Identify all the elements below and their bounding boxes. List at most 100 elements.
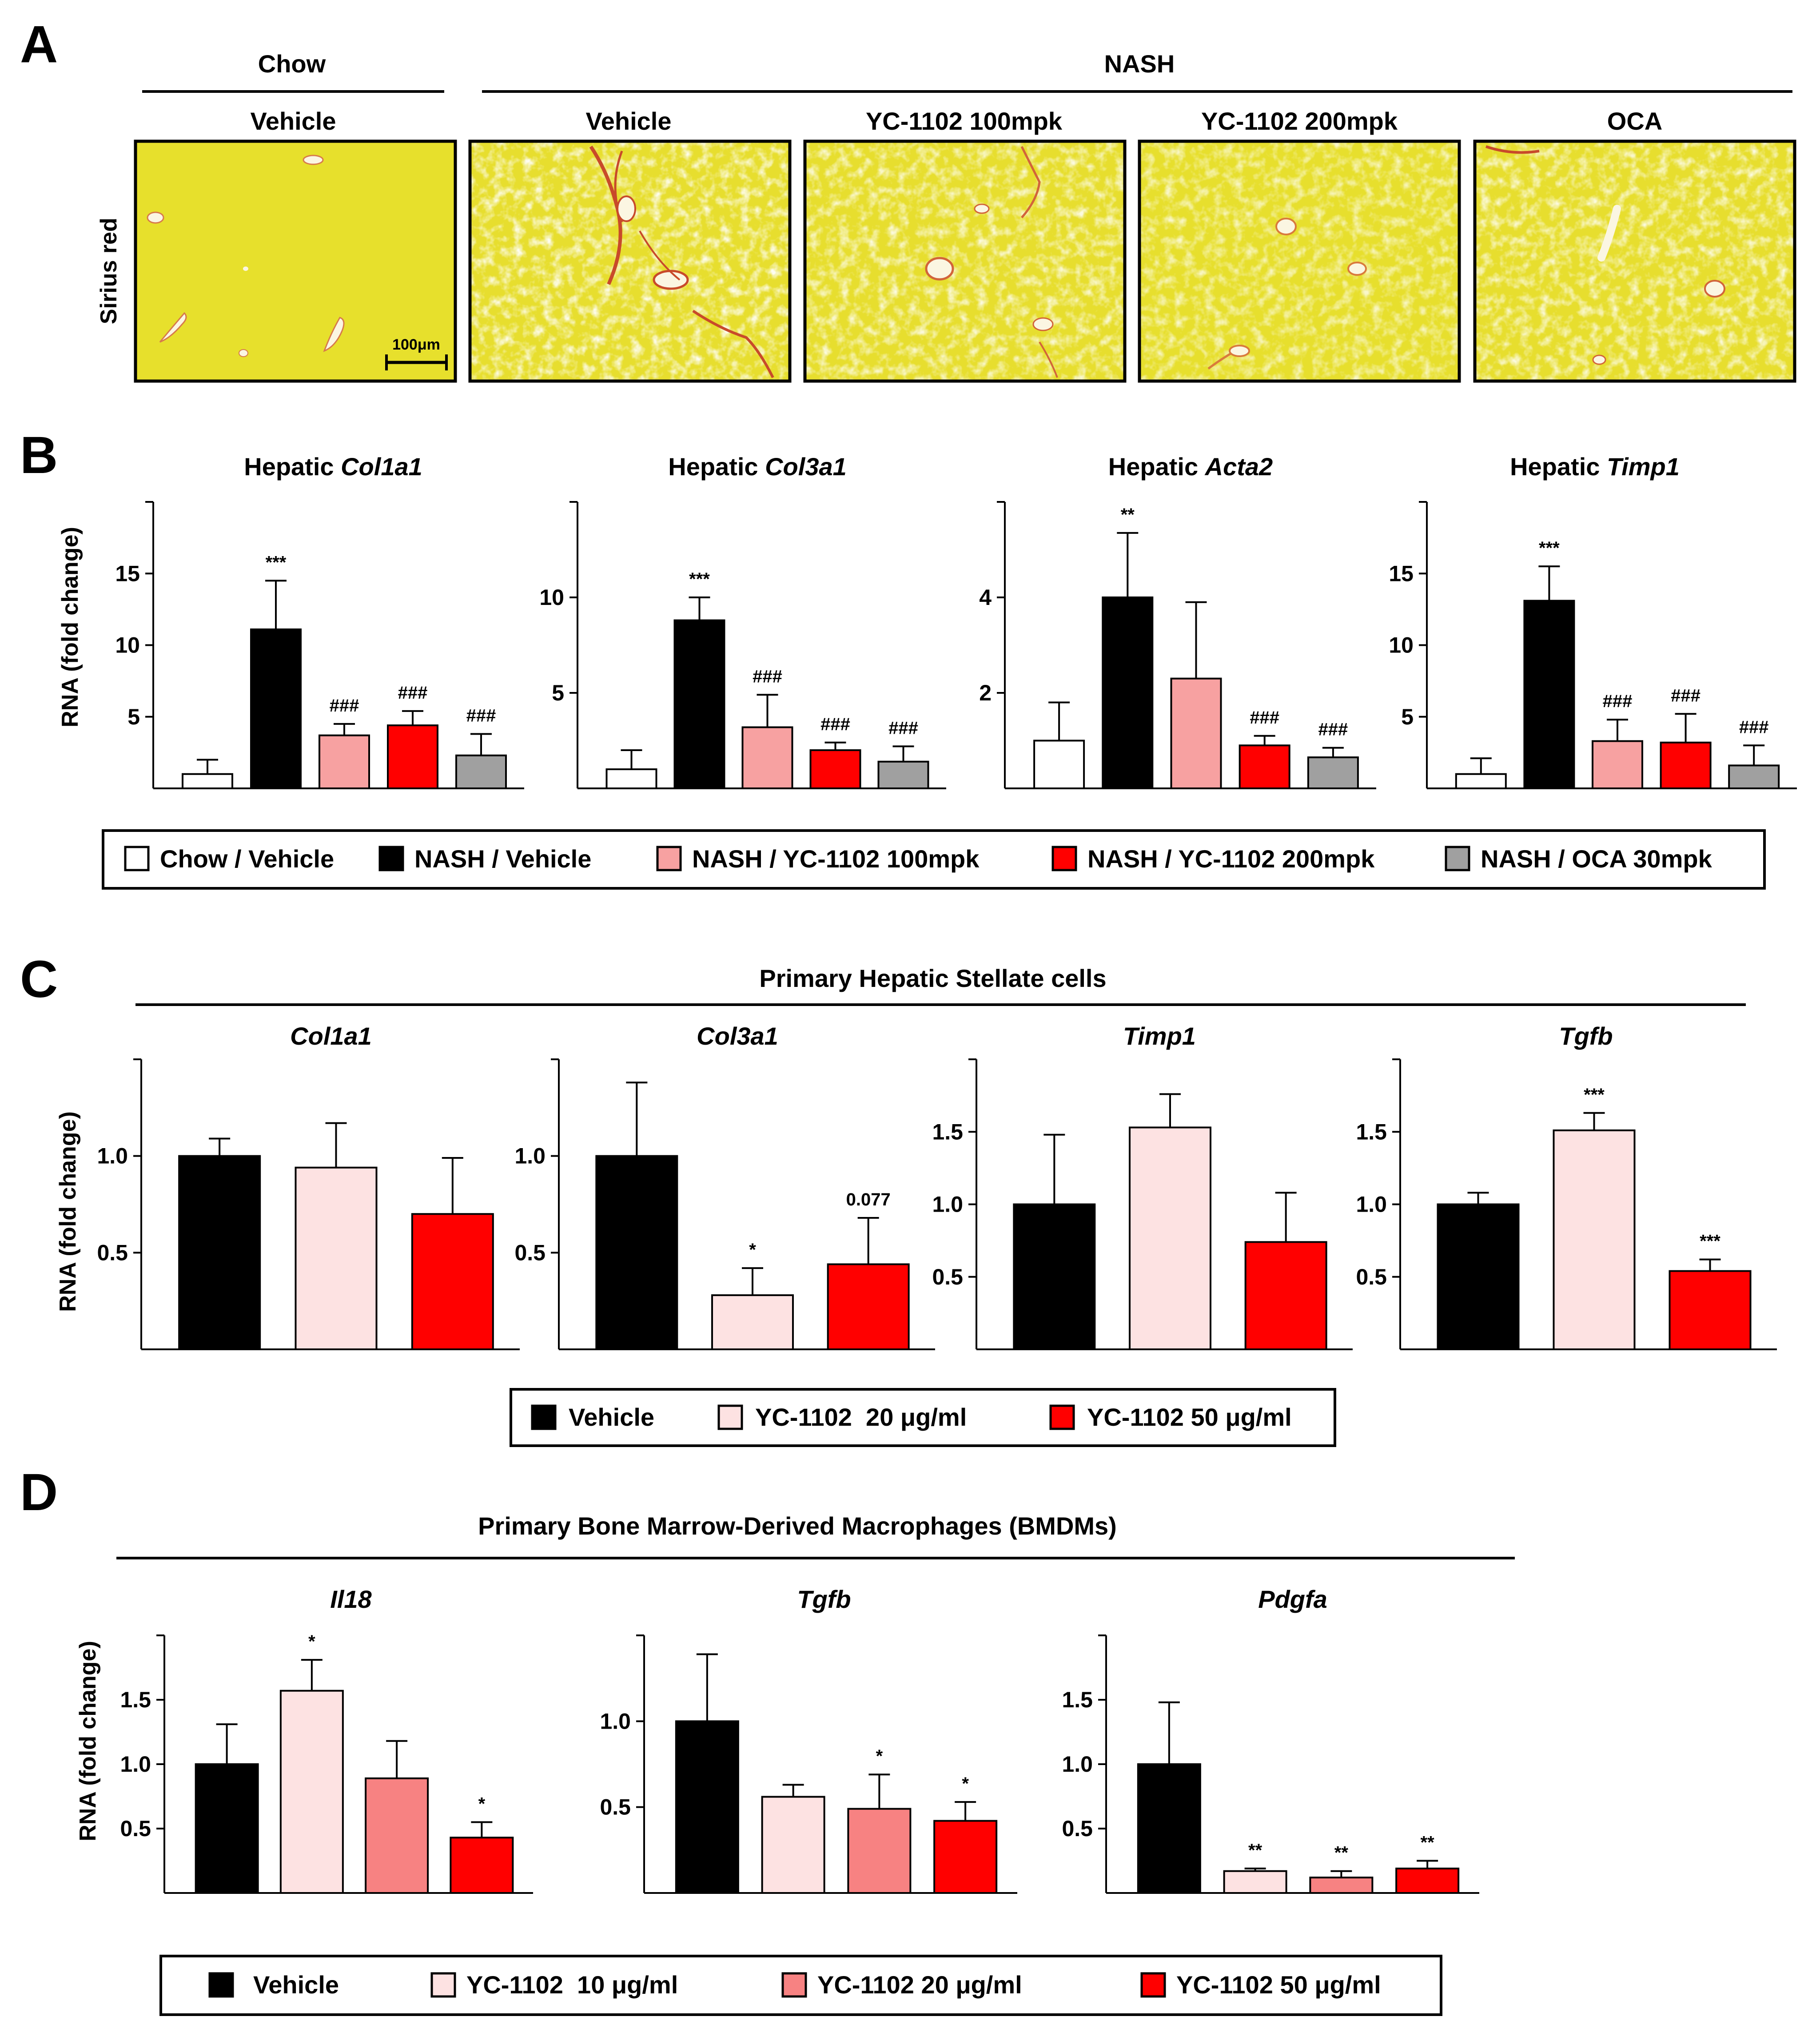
bar — [1309, 1877, 1374, 1894]
image-label-oca: OCA — [1607, 107, 1662, 135]
bar — [673, 619, 725, 789]
significance-label: ### — [1671, 686, 1701, 705]
chart-title-gene: Il18 — [330, 1585, 372, 1613]
scale-bar-label: 100μm — [392, 336, 440, 353]
legend-swatch-nash-oca — [1445, 846, 1470, 871]
bar — [1244, 1241, 1327, 1350]
significance-label: ### — [888, 718, 918, 738]
chart-title-gene: Pdgfa — [1258, 1585, 1327, 1613]
significance-label: *** — [1700, 1232, 1720, 1251]
y-tick-label: 15 — [115, 561, 140, 586]
chart-title-gene: Timp1 — [1123, 1022, 1196, 1050]
micrograph-yc-200 — [1138, 139, 1461, 383]
bar — [1170, 677, 1222, 789]
chart-bmdm-il18: Il18 0.5 1.0 1.5 * * — [120, 1585, 533, 1894]
bar — [250, 628, 302, 790]
chart-title-gene: Timp1 — [1607, 453, 1680, 481]
y-tick-label: 1.0 — [514, 1144, 546, 1169]
y-tick-label: 1.0 — [97, 1144, 128, 1169]
legend-swatch-yc-20 — [717, 1404, 743, 1430]
legend-label-nash-vehicle: NASH / Vehicle — [414, 845, 591, 873]
group-label-chow: Chow — [258, 50, 326, 78]
significance-label: * — [478, 1794, 486, 1814]
significance-label: ** — [1334, 1843, 1349, 1863]
bar — [387, 724, 438, 789]
image-label-yc-100: YC-1102 100mpk — [866, 107, 1063, 135]
legend-label-yc-20: YC-1102 20 μg/ml — [817, 1971, 1022, 1999]
bar — [1728, 764, 1780, 790]
legend-label-nash-yc-100: NASH / YC-1102 100mpk — [692, 845, 980, 873]
legend-swatch-nash-yc-100 — [656, 846, 682, 871]
legend-label-nash-oca: NASH / OCA 30mpk — [1481, 845, 1712, 873]
y-tick-label: 0.5 — [1356, 1265, 1387, 1289]
bar — [178, 1155, 261, 1351]
panel-letter-d: D — [20, 1463, 58, 1522]
bar — [1223, 1870, 1287, 1894]
chart-title: Hepatic Col1a1 — [244, 453, 422, 481]
y-axis-label-b: RNA (fold change) — [57, 527, 83, 728]
y-tick-label: 1.0 — [932, 1192, 963, 1217]
legend-label-vehicle: Vehicle — [569, 1403, 654, 1431]
y-tick-label: 5 — [1401, 704, 1414, 729]
bar — [1660, 741, 1712, 790]
y-tick-label: 1.5 — [932, 1119, 963, 1144]
panel-a: A Chow NASH Sirius red Vehicle Vehicle Y… — [20, 15, 1796, 383]
bar — [675, 1720, 739, 1894]
bar — [595, 1155, 678, 1351]
chart-title-gene: Col3a1 — [765, 453, 847, 481]
panel-b: B RNA (fold change) Hepatic Col1a1 5 10 15… — [20, 426, 1797, 890]
y-tick-label: 5 — [552, 680, 564, 705]
significance-label: ** — [1248, 1841, 1262, 1860]
y-tick-label: 0.5 — [97, 1240, 128, 1265]
legend-swatch-nash-vehicle — [378, 846, 404, 871]
bar — [1553, 1129, 1636, 1351]
significance-label: ### — [398, 683, 428, 703]
bar — [1013, 1203, 1096, 1350]
bar — [1455, 773, 1507, 789]
significance-label: *** — [689, 569, 710, 589]
significance-label: * — [308, 1632, 315, 1651]
significance-label: ### — [1739, 717, 1769, 737]
legend-label-yc-50: YC-1102 50 μg/ml — [1176, 1971, 1381, 1999]
chart-hsc-timp1: Timp1 0.5 1.0 1.5 — [932, 1022, 1353, 1351]
y-tick-label: 1.0 — [600, 1709, 631, 1734]
significance-label: ### — [466, 706, 496, 725]
chart-hepatic-acta2: Hepatic Acta2 2 4 ** ### ### — [979, 453, 1376, 789]
micrograph-oca — [1473, 139, 1796, 383]
legend-label-yc-20: YC-1102 20 μg/ml — [755, 1403, 967, 1431]
legend-d: Vehicle YC-1102 10 μg/ml YC-1102 20 μg/m… — [159, 1955, 1442, 2016]
image-label-yc-200: YC-1102 200mpk — [1201, 107, 1398, 135]
chart-title-gene: Tgfb — [797, 1585, 851, 1613]
legend-swatch-yc-20 — [781, 1972, 807, 1998]
bar — [761, 1796, 825, 1894]
image-label-chow-vehicle: Vehicle — [250, 107, 336, 135]
panel-letter-b: B — [20, 426, 58, 485]
y-tick-label: 1.0 — [1356, 1192, 1387, 1217]
y-tick-label: 0.5 — [514, 1240, 546, 1265]
legend-swatch-yc-50 — [1140, 1972, 1166, 1998]
legend-label-yc-50: YC-1102 50 μg/ml — [1087, 1403, 1292, 1431]
chart-hepatic-col3a1: Hepatic Col3a1 5 10 *** ### ### ### — [539, 453, 946, 790]
chart-hepatic-col1a1: Hepatic Col1a1 5 10 15 *** ### ### ### — [115, 453, 524, 790]
panel-letter-c: C — [20, 950, 58, 1009]
legend-b: Chow / Vehicle NASH / Vehicle NASH / YC-… — [102, 829, 1766, 890]
bar — [450, 1837, 514, 1894]
significance-label: 0.077 — [846, 1190, 891, 1209]
chart-title: Hepatic Acta2 — [1108, 453, 1273, 481]
chart-bmdm-tgfb: Tgfb 0.5 1.0 * * — [600, 1585, 1017, 1894]
bar — [933, 1820, 998, 1894]
image-label-nash-vehicle: Vehicle — [585, 107, 671, 135]
chart-title-prefix: Hepatic — [244, 453, 341, 481]
chart-title-gene: Acta2 — [1204, 453, 1273, 481]
significance-label: ### — [1250, 708, 1279, 728]
bar — [195, 1763, 259, 1894]
chart-title-gene: Col1a1 — [290, 1022, 372, 1050]
chart-hsc-col3a1: Col3a1 0.5 1.0 * 0.077 — [514, 1022, 935, 1351]
micrograph-chow-vehicle: 100μm — [134, 139, 457, 383]
chart-bmdm-pdgfa: Pdgfa 0.5 1.0 1.5 ** ** ** — [1062, 1585, 1479, 1894]
panel-header-d: Primary Bone Marrow-Derived Macrophages … — [478, 1512, 1117, 1540]
legend-c: Vehicle YC-1102 20 μg/ml YC-1102 50 μg/m… — [510, 1388, 1336, 1447]
y-tick-label: 10 — [539, 585, 564, 610]
y-tick-label: 4 — [979, 585, 992, 610]
